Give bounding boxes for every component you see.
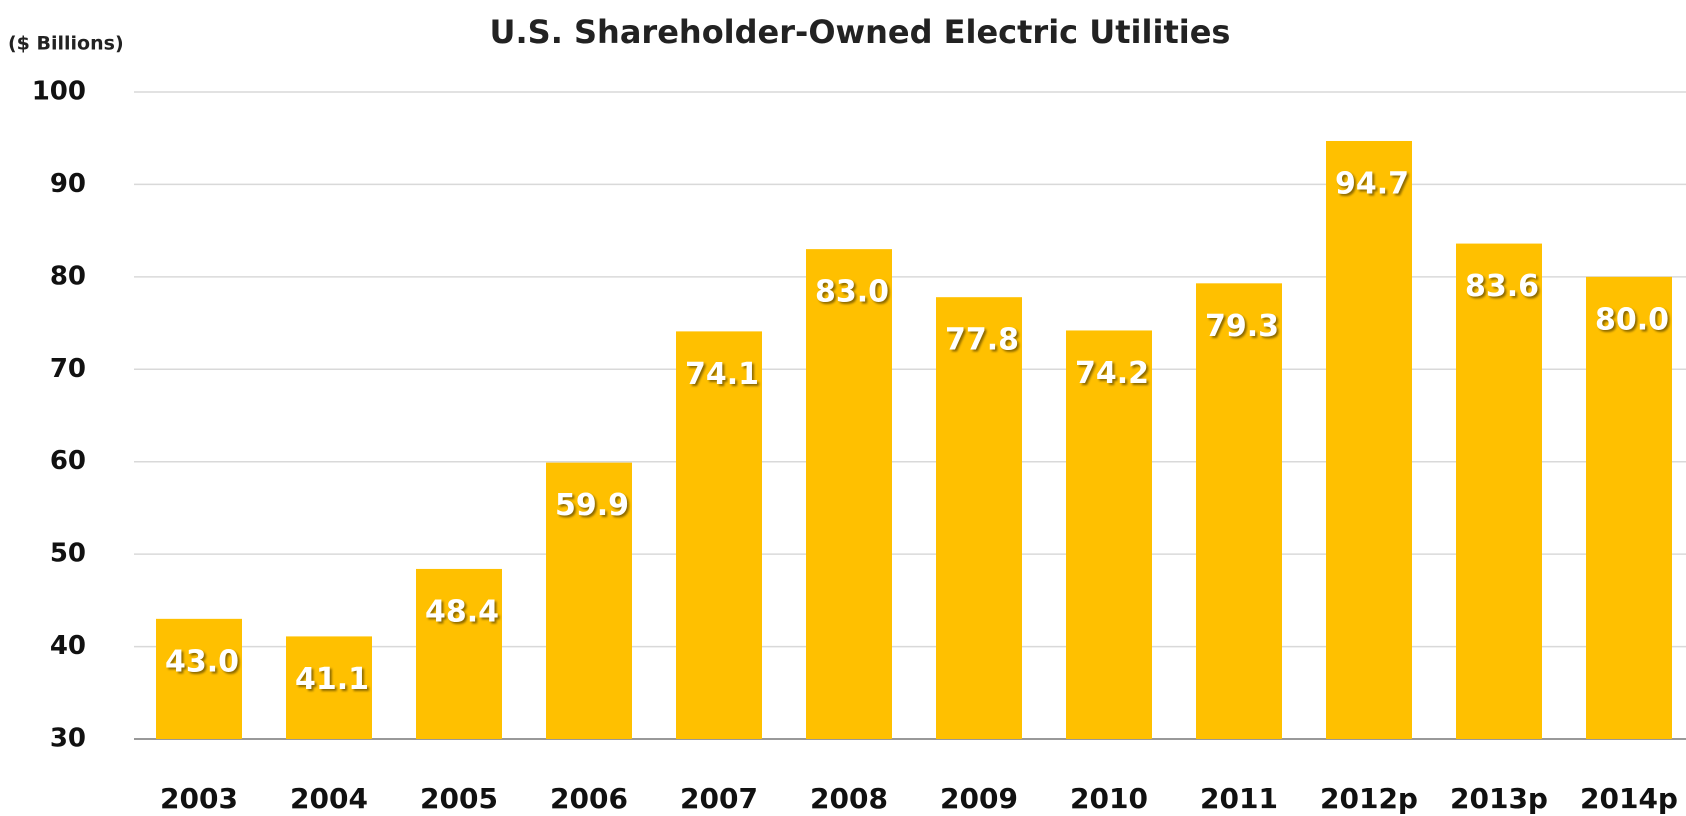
x-tick-label: 2004	[290, 782, 368, 815]
bar	[416, 568, 502, 739]
x-tick-label: 2010	[1070, 782, 1148, 815]
y-axis-label: ($ Billions)	[8, 33, 124, 55]
value-label: 83.0	[815, 275, 889, 310]
value-label: 79.3	[1205, 309, 1279, 344]
bar	[1456, 243, 1542, 739]
value-label: 80.0	[1595, 302, 1669, 337]
x-tick-label: 2007	[680, 782, 758, 815]
bar	[806, 249, 892, 739]
x-tick-label: 2006	[550, 782, 628, 815]
value-label: 94.7	[1335, 166, 1409, 201]
y-tick-label: 80	[50, 261, 86, 291]
bar	[546, 462, 632, 739]
value-label: 43.0	[165, 644, 239, 679]
y-tick-label: 60	[50, 446, 86, 476]
x-tick-label: 2013p	[1450, 782, 1548, 815]
y-tick-label: 90	[50, 169, 86, 199]
y-tick-label: 100	[32, 77, 86, 107]
chart-title: U.S. Shareholder-Owned Electric Utilitie…	[490, 13, 1231, 51]
bar	[1196, 283, 1282, 739]
x-tick-label: 2005	[420, 782, 498, 815]
bar	[1066, 330, 1152, 739]
value-label: 41.1	[295, 662, 369, 697]
bar	[676, 331, 762, 739]
y-tick-label: 40	[50, 631, 86, 661]
x-tick-label: 2003	[160, 782, 238, 815]
x-tick-label: 2014p	[1580, 782, 1678, 815]
x-tick-label: 2012p	[1320, 782, 1418, 815]
value-label: 77.8	[945, 323, 1019, 358]
value-label: 74.1	[685, 357, 759, 392]
bar	[1326, 140, 1412, 740]
x-tick-label: 2009	[940, 782, 1018, 815]
x-tick-label: 2011	[1200, 782, 1278, 815]
value-label: 74.2	[1075, 356, 1149, 391]
value-label: 48.4	[425, 594, 499, 629]
bar	[936, 297, 1022, 739]
bar	[286, 636, 372, 739]
y-tick-label: 30	[50, 724, 86, 754]
y-tick-label: 70	[50, 354, 86, 384]
x-tick-label: 2008	[810, 782, 888, 815]
y-tick-label: 50	[50, 539, 86, 569]
value-label: 83.6	[1465, 269, 1539, 304]
bar	[156, 618, 242, 739]
bar	[1586, 276, 1672, 739]
value-label: 59.9	[555, 488, 629, 523]
